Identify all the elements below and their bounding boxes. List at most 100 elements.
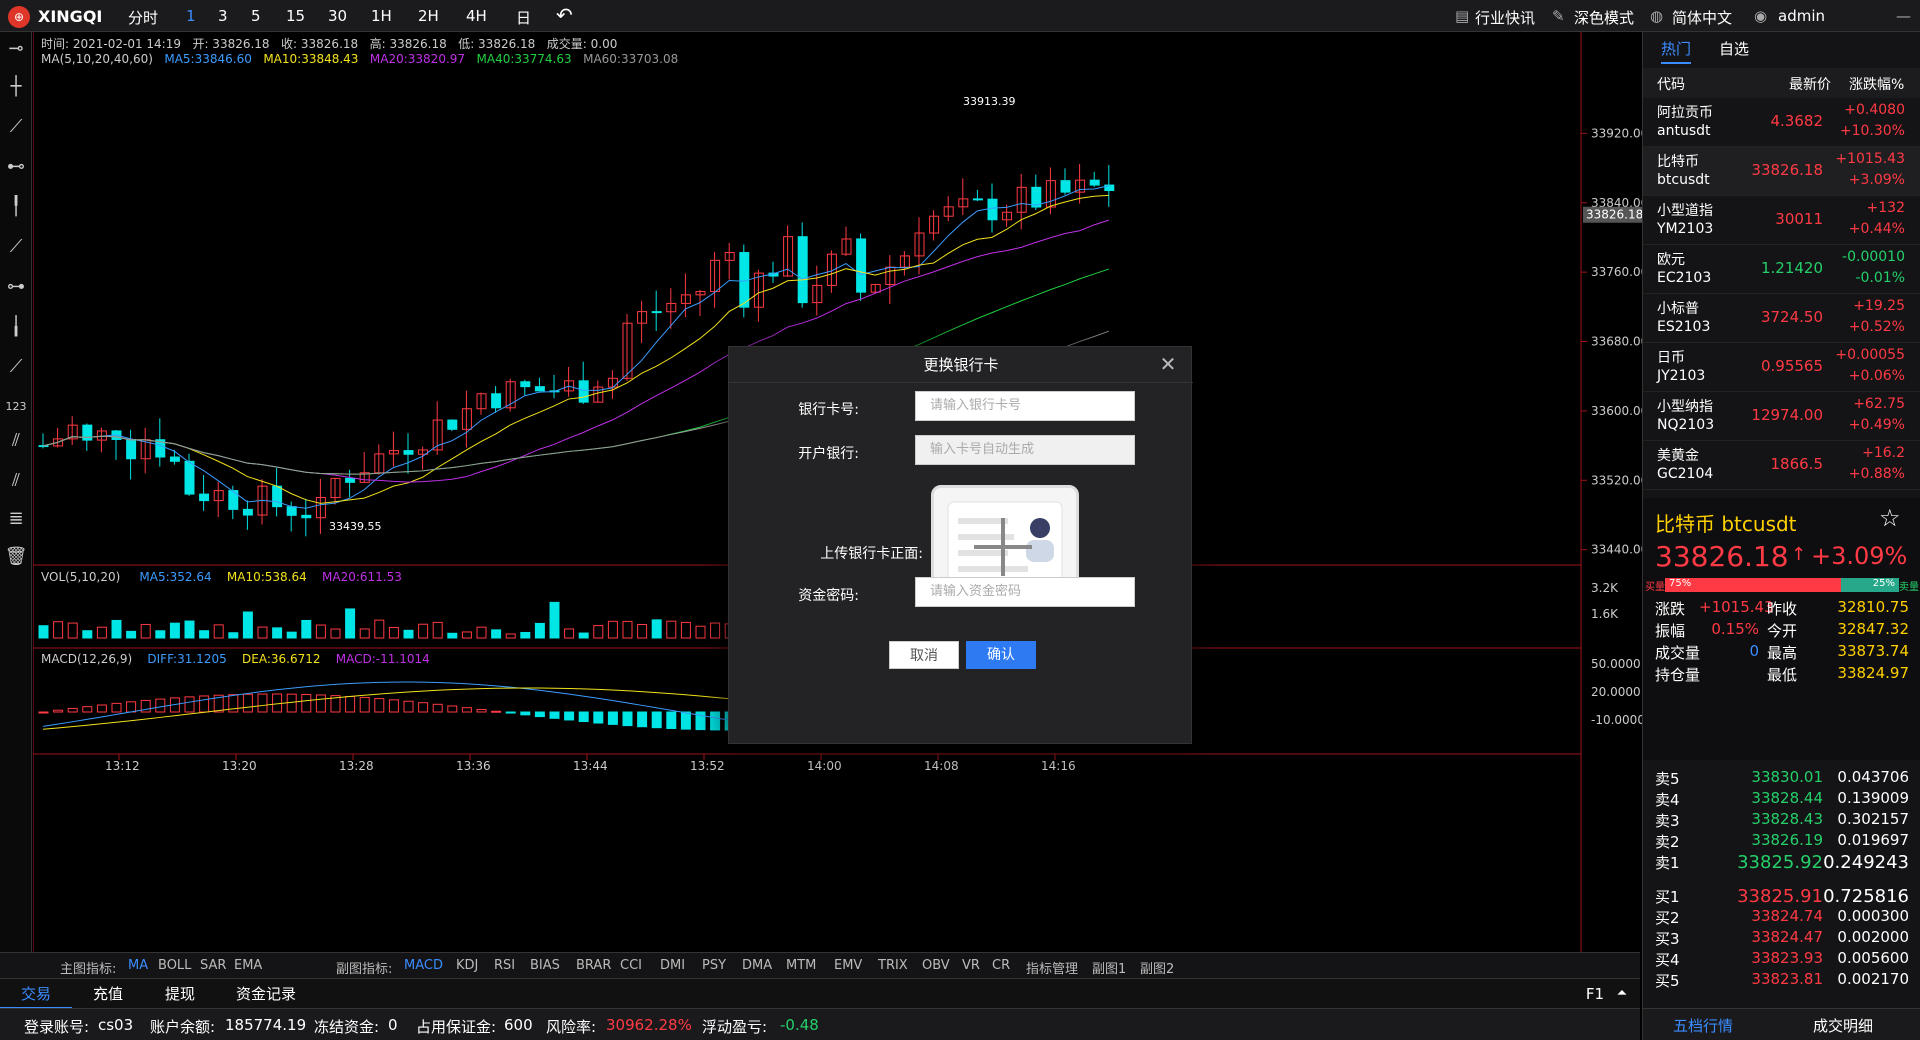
sub-indicator-item[interactable]: TRIX <box>878 958 908 973</box>
sub-indicator-item[interactable]: CR <box>992 958 1011 973</box>
period-tab-timeshare[interactable]: 分时 <box>128 9 159 27</box>
confirm-button[interactable]: 确认 <box>966 641 1036 669</box>
period-tab-day[interactable]: 日 <box>516 9 532 27</box>
sub-indicator-item[interactable]: EMV <box>834 958 863 973</box>
sub-indicator-item[interactable]: CCI <box>620 958 642 973</box>
main-indicator-ma[interactable]: MA <box>128 958 149 973</box>
sub-indicator-item[interactable]: MTM <box>786 958 817 973</box>
segment-icon[interactable]: ⟋ <box>9 236 23 257</box>
vertical-line-icon[interactable]: ┼ <box>10 76 22 97</box>
bid-level: 买3 <box>1655 930 1680 948</box>
expand-up-icon[interactable]: ⏶ <box>1616 986 1628 1001</box>
period-tab-30[interactable]: 30 <box>328 7 348 25</box>
market-pct: +10.30% <box>1839 123 1905 139</box>
news-link[interactable]: 行业快讯 <box>1475 9 1536 27</box>
margin-value: 600 <box>504 1016 533 1034</box>
buy-bar: 75% <box>1665 578 1841 592</box>
ask-row[interactable]: 卖3 33828.43 0.302157 <box>1643 806 1920 832</box>
market-row[interactable]: 比特币 btcusdt 33826.18 +1015.43 +3.09% <box>1643 147 1920 196</box>
price-channel-icon[interactable]: ⫽ <box>11 470 21 491</box>
tab-watchlist[interactable]: 自选 <box>1719 40 1750 58</box>
period-tab-1h[interactable]: 1H <box>371 7 392 25</box>
horizontal-ray-icon[interactable]: ⊸ <box>8 38 24 59</box>
ray-icon[interactable]: ⟋ <box>9 356 23 377</box>
sub-indicator-item[interactable]: BRAR <box>576 958 612 973</box>
vertical-ray-icon[interactable]: ╽ <box>10 316 22 337</box>
market-row[interactable]: 美黄金 GC2104 1866.5 +16.2 +0.88% <box>1643 441 1920 490</box>
market-name: 日币 <box>1657 350 1685 366</box>
sub-indicator-item[interactable]: MACD <box>404 958 443 973</box>
tab-deposit[interactable]: 充值 <box>92 985 123 1003</box>
main-indicator-ema[interactable]: EMA <box>234 958 263 973</box>
ask-row[interactable]: 卖1 33825.92 0.249243 <box>1643 848 1920 874</box>
ma5-value: MA5:33846.60 <box>164 52 252 66</box>
close-icon[interactable]: ✕ <box>1159 352 1177 376</box>
sell-label: 卖量 <box>1899 582 1919 593</box>
vertical-segment-icon[interactable]: ╿ <box>10 196 22 217</box>
tab-fund-records[interactable]: 资金记录 <box>235 985 296 1003</box>
main-indicator-sar[interactable]: SAR <box>200 958 227 973</box>
market-row[interactable]: 阿拉贡币 antusdt 4.3682 +0.4080 +10.30% <box>1643 98 1920 147</box>
x-tick-label: 14:16 <box>1041 759 1076 773</box>
market-row[interactable]: 日币 JY2103 0.95565 +0.00055 +0.06% <box>1643 343 1920 392</box>
ask-row[interactable]: 卖2 33826.19 0.019697 <box>1643 827 1920 853</box>
user-name[interactable]: admin <box>1778 7 1825 25</box>
parallel-channel-icon[interactable]: ⫽ <box>11 430 21 451</box>
sub-indicator-item[interactable]: BIAS <box>530 958 560 973</box>
sub-indicator-item[interactable]: DMI <box>660 958 686 973</box>
card-number-input[interactable]: 请输入银行卡号 <box>915 391 1135 421</box>
sub-indicator-item[interactable]: 副图2 <box>1140 962 1175 977</box>
sub-indicator-item[interactable]: VR <box>962 958 980 973</box>
trash-icon[interactable]: 🗑 <box>4 546 28 567</box>
f1-hotkey[interactable]: F1 <box>1585 985 1605 1003</box>
tab-order-book[interactable]: 五档行情 <box>1673 1017 1734 1035</box>
star-icon[interactable]: ☆ <box>1879 504 1901 532</box>
fund-password-input[interactable]: 请输入资金密码 <box>915 577 1135 607</box>
ask-price: 33825.92 <box>1737 852 1823 873</box>
bid-row[interactable]: 买5 33823.81 0.002170 <box>1643 966 1920 992</box>
dark-mode-toggle[interactable]: 深色模式 <box>1574 9 1635 27</box>
cancel-button[interactable]: 取消 <box>889 641 959 669</box>
bid-row[interactable]: 买4 33823.93 0.005600 <box>1643 945 1920 971</box>
period-tab-5[interactable]: 5 <box>251 7 261 25</box>
bid-row[interactable]: 买3 33824.47 0.002000 <box>1643 924 1920 950</box>
period-tab-4h[interactable]: 4H <box>466 7 487 25</box>
minimize-button[interactable]: — <box>1896 7 1911 25</box>
market-row[interactable]: 小型纳指 NQ2103 12974.00 +62.75 +0.49% <box>1643 392 1920 441</box>
tab-trade-details[interactable]: 成交明细 <box>1813 1017 1874 1035</box>
tab-hot[interactable]: 热门 <box>1661 38 1692 64</box>
fib-levels-icon[interactable]: ≣ <box>8 508 24 529</box>
trend-line-icon[interactable]: ⟋ <box>9 116 23 137</box>
market-change: +19.25 <box>1853 298 1905 314</box>
sub-indicator-item[interactable]: 指标管理 <box>1026 962 1079 977</box>
macd-bar <box>403 700 414 713</box>
horizontal-line-icon[interactable]: ⊷ <box>7 156 25 177</box>
sub-indicator-item[interactable]: OBV <box>922 958 950 973</box>
market-row[interactable]: 小标普 ES2103 3724.50 +19.25 +0.52% <box>1643 294 1920 343</box>
macd-bar <box>607 711 618 725</box>
bank-input[interactable]: 输入卡号自动生成 <box>915 435 1135 465</box>
sub-indicator-item[interactable]: 副图1 <box>1092 962 1127 977</box>
sub-indicator-item[interactable]: RSI <box>494 958 516 973</box>
sub-indicator-item[interactable]: PSY <box>702 958 727 973</box>
fibonacci-icon[interactable]: 123 <box>5 400 27 413</box>
market-row[interactable]: 欧元 EC2103 1.21420 -0.00010 -0.01% <box>1643 245 1920 294</box>
bid-row[interactable]: 买1 33825.91 0.725816 <box>1643 882 1920 908</box>
sub-indicator-item[interactable]: KDJ <box>456 958 479 973</box>
language-select[interactable]: 简体中文 <box>1672 9 1733 27</box>
ask-row[interactable]: 卖4 33828.44 0.139009 <box>1643 785 1920 811</box>
period-tab-15[interactable]: 15 <box>286 7 306 25</box>
price-line-icon[interactable]: ⊶ <box>7 276 25 297</box>
market-row[interactable]: 小型道指 YM2103 30011 +132 +0.44% <box>1643 196 1920 245</box>
undo-icon[interactable]: ↶ <box>556 3 573 27</box>
tab-trade[interactable]: 交易 <box>0 979 72 1009</box>
main-indicator-boll[interactable]: BOLL <box>158 958 192 973</box>
candle-body <box>753 272 764 308</box>
period-tab-3[interactable]: 3 <box>218 7 228 25</box>
ask-row[interactable]: 卖5 33830.01 0.043706 <box>1643 764 1920 790</box>
period-tab-1[interactable]: 1 <box>186 7 196 25</box>
bid-row[interactable]: 买2 33824.74 0.000300 <box>1643 903 1920 929</box>
period-tab-2h[interactable]: 2H <box>418 7 439 25</box>
tab-withdraw[interactable]: 提现 <box>164 985 195 1003</box>
sub-indicator-item[interactable]: DMA <box>742 958 773 973</box>
